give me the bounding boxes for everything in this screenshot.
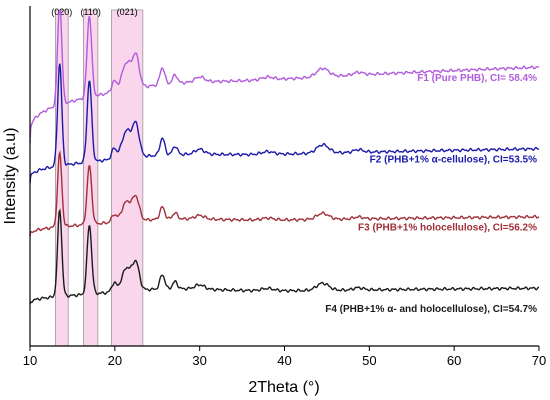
x-ticks: 10 20 30 40 50 60 70 bbox=[23, 346, 546, 368]
x-tick-label: 40 bbox=[277, 353, 291, 368]
series-line bbox=[29, 150, 540, 237]
band-label: (110) bbox=[80, 7, 100, 17]
series-line bbox=[29, 63, 540, 184]
series-label: F2 (PHB+1% α-cellulose), CI=53.5% bbox=[370, 154, 537, 165]
series-labels: F1 (Pure PHB), CI= 58.4% F2 (PHB+1% α-cel… bbox=[325, 73, 537, 315]
band-label: (021) bbox=[117, 7, 138, 17]
y-axis-title: Intensity (a.u) bbox=[2, 128, 19, 225]
x-tick-label: 30 bbox=[192, 353, 206, 368]
x-tick-label: 60 bbox=[447, 353, 461, 368]
x-tick-label: 10 bbox=[23, 353, 37, 368]
highlight-band bbox=[111, 9, 144, 347]
series-label: F1 (Pure PHB), CI= 58.4% bbox=[417, 73, 537, 84]
band-label: (020) bbox=[51, 7, 72, 17]
series-label: F3 (PHB+1% holocellulose), CI=56.2% bbox=[358, 222, 537, 233]
axes bbox=[29, 6, 539, 347]
series-line bbox=[29, 208, 540, 305]
x-tick-label: 70 bbox=[532, 353, 546, 368]
x-tick-label: 50 bbox=[362, 353, 376, 368]
series-line bbox=[29, 10, 540, 144]
x-tick-label: 20 bbox=[108, 353, 122, 368]
series-curves bbox=[29, 10, 540, 305]
x-axis-title: 2Theta (°) bbox=[248, 379, 319, 396]
series-label: F4 (PHB+1% α- and holocellulose), CI=54.… bbox=[325, 304, 537, 315]
